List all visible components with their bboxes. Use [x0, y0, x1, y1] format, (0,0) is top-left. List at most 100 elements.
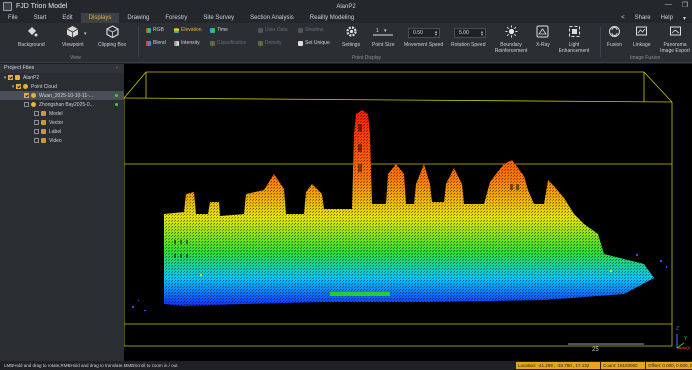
- offset-readout: Offset: 0.000, 0.000, 0.000: [646, 362, 692, 369]
- rgb-button[interactable]: RGB: [146, 27, 164, 33]
- tree-item-label[interactable]: Label: [0, 127, 124, 136]
- fusion-button[interactable]: Fusion: [607, 25, 622, 48]
- tree-item-model[interactable]: Model: [0, 109, 124, 118]
- menu-forestry[interactable]: Forestry: [165, 15, 188, 21]
- elevation-icon: [174, 27, 179, 33]
- maximize-icon[interactable]: ❐: [681, 2, 688, 9]
- fusion-icon: [608, 25, 621, 38]
- clipping-box-button[interactable]: Clipping Box: [98, 25, 126, 48]
- point-size-button[interactable]: 1 ▾ Point Size: [372, 25, 395, 48]
- cube-icon: [66, 25, 79, 38]
- shadow-button: Shadow: [298, 27, 323, 33]
- checkbox[interactable]: [24, 102, 29, 107]
- tree-item-cloud-1[interactable]: Wuan_2025-10-10-11-...: [0, 91, 124, 100]
- scale-label: 25: [592, 347, 599, 353]
- project-files-panel: Project Files ‹ ▾ AlanP2 ▾ Point Cloud W…: [0, 64, 124, 361]
- menu-edit[interactable]: Edit: [62, 15, 73, 21]
- blend-button[interactable]: Blend: [146, 40, 166, 46]
- classification-button: Classification: [210, 40, 246, 46]
- x-ray-icon: [536, 25, 549, 38]
- share-button[interactable]: Share: [634, 15, 651, 21]
- bounding-box: [124, 71, 673, 347]
- movement-speed-label: Movement Speed: [404, 42, 444, 48]
- tree-item-cloud-2[interactable]: Zhongshan Bay2025-0...: [0, 100, 124, 109]
- rgb-icon: [146, 27, 151, 33]
- paint-bucket-icon: [25, 25, 38, 38]
- svg-text:▾: ▾: [384, 28, 387, 34]
- x-ray-button[interactable]: X-Ray: [536, 25, 550, 48]
- point-cloud-icon: [31, 93, 36, 98]
- density-icon: [258, 40, 263, 46]
- set-unique-button[interactable]: Set Unique: [298, 40, 330, 46]
- light-enhancement-button[interactable]: Light Enhancement: [559, 25, 589, 54]
- viewpoint-button[interactable]: Viewpoint: [62, 25, 84, 48]
- spin-arrows-icon[interactable]: ▲ ▼: [434, 29, 438, 37]
- set-unique-icon: [298, 40, 303, 46]
- axis-x-label: X: [687, 346, 691, 352]
- elevation-button[interactable]: Elevation: [174, 27, 202, 33]
- checkbox[interactable]: [34, 129, 39, 134]
- group-label-image-fusion: Image Fusion: [630, 55, 661, 61]
- user-data-icon: [258, 27, 263, 33]
- menu-drawing[interactable]: Drawing: [127, 15, 150, 21]
- tree-item-video[interactable]: Video: [0, 136, 124, 145]
- svg-text:1: 1: [376, 28, 379, 34]
- axis-z-label: Z: [676, 326, 680, 332]
- menu-start[interactable]: Start: [33, 15, 47, 21]
- status-dot-icon: [115, 94, 118, 97]
- panorama-icon: [669, 25, 682, 38]
- model-icon: [41, 111, 46, 116]
- checkbox[interactable]: [8, 75, 13, 80]
- time-button[interactable]: Time: [210, 27, 228, 33]
- point-cloud-render[interactable]: [124, 64, 692, 361]
- panorama-export-button[interactable]: Panorama Image Export: [660, 25, 690, 54]
- viewpoint-dropdown-icon[interactable]: ▾: [84, 31, 87, 37]
- folder-icon: [15, 75, 20, 80]
- status-hint: LMBHold and drag to rotate,RMBHold and d…: [4, 363, 179, 368]
- settings-button[interactable]: Settings: [342, 25, 360, 48]
- point-size-slider-icon: 1 ▾: [372, 25, 394, 38]
- project-name: AlanP2: [336, 3, 356, 10]
- collapse-panel-icon[interactable]: ‹: [116, 65, 118, 71]
- linkage-icon: [635, 25, 648, 38]
- share-icon[interactable]: <: [621, 15, 625, 21]
- menu-reality-modeling[interactable]: Reality Modeling: [309, 15, 355, 21]
- caret-down-icon[interactable]: ▾: [11, 83, 15, 90]
- tree-item-point-cloud[interactable]: ▾ Point Cloud: [11, 83, 57, 90]
- help-button[interactable]: Help: [660, 15, 673, 21]
- boundary-reinforcement-button[interactable]: Boundary Reinforcement: [495, 25, 527, 54]
- user-data-button: User Data: [258, 27, 288, 33]
- box-icon: [105, 25, 119, 39]
- menu-site-survey[interactable]: Site Survey: [203, 15, 235, 21]
- app-logo-icon: [3, 2, 12, 11]
- intensity-button[interactable]: Intensity: [174, 40, 200, 46]
- video-icon: [41, 138, 46, 143]
- time-icon: [210, 27, 215, 33]
- tree-item-vector[interactable]: Vector: [0, 118, 124, 127]
- checkbox[interactable]: [24, 93, 29, 98]
- menu-file[interactable]: File: [8, 15, 18, 21]
- checkbox[interactable]: [16, 84, 21, 89]
- caret-down-icon[interactable]: ▾: [3, 74, 7, 81]
- checkbox[interactable]: [34, 120, 39, 125]
- linkage-button[interactable]: Linkage: [633, 25, 651, 48]
- point-cloud-viewport[interactable]: 25 Z Y X: [124, 64, 692, 361]
- minimize-icon[interactable]: —: [664, 1, 672, 8]
- tree-item-root[interactable]: ▾ AlanP2: [3, 74, 40, 81]
- density-button: Density: [258, 40, 282, 46]
- chevron-down-icon[interactable]: ▾: [682, 15, 686, 22]
- movement-speed-input[interactable]: 0.50 ▲ ▼: [408, 28, 440, 38]
- panel-title: Project Files ‹: [0, 64, 124, 73]
- spin-arrows-icon[interactable]: ▲ ▼: [480, 29, 484, 37]
- axis-gizmo-icon: [676, 334, 687, 349]
- checkbox[interactable]: [34, 111, 39, 116]
- menu-displays[interactable]: Displays: [80, 13, 120, 23]
- status-bar: LMBHold and drag to rotate,RMBHold and d…: [0, 361, 692, 370]
- group-label-point-display: Point Display: [352, 55, 382, 61]
- rotation-speed-input[interactable]: 5.00 ▲ ▼: [454, 28, 486, 38]
- menu-section-analysis[interactable]: Section Analysis: [250, 15, 294, 21]
- background-button[interactable]: Background: [18, 25, 45, 48]
- vector-icon: [41, 120, 46, 125]
- checkbox[interactable]: [34, 138, 39, 143]
- location-readout: Location: -41.269 , -33.780 , 17.132: [516, 362, 600, 369]
